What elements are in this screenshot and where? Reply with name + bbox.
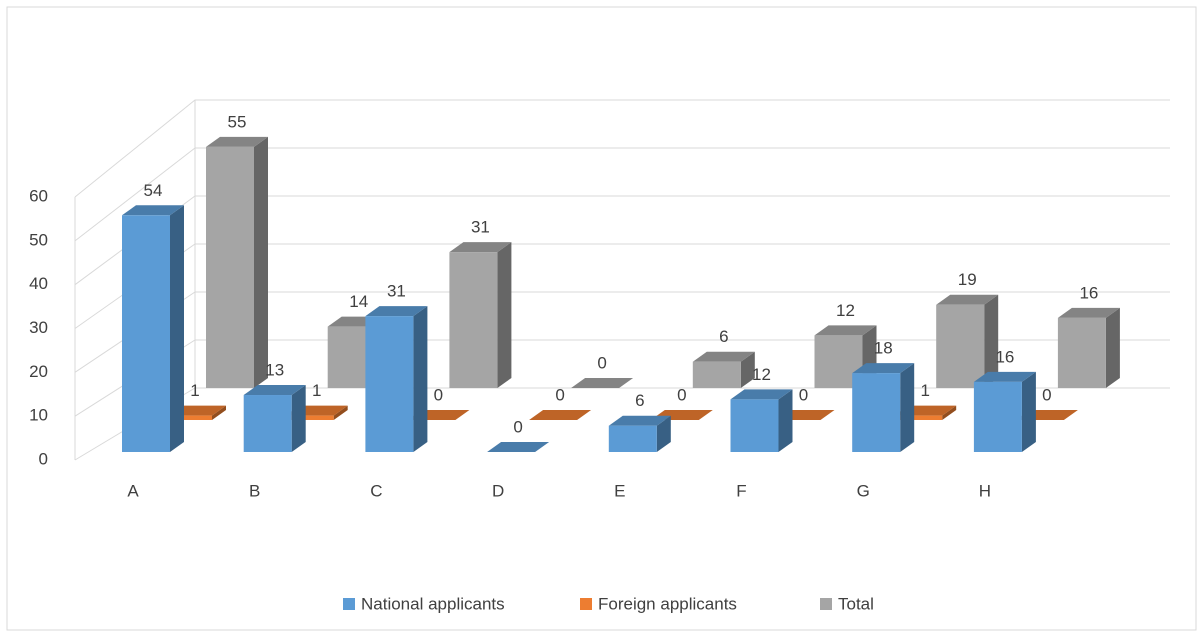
bar: [973, 381, 1022, 452]
bar-side: [413, 306, 428, 452]
data-label: 0: [597, 353, 606, 372]
bar-top: [1057, 307, 1120, 318]
legend-label: National applicants: [361, 594, 505, 613]
bar-side: [254, 136, 268, 388]
data-label: 16: [995, 347, 1014, 366]
data-label: 14: [349, 292, 368, 311]
data-label: 0: [555, 385, 564, 404]
data-label: 19: [958, 270, 977, 289]
bar: [243, 395, 292, 452]
bar: [122, 215, 170, 452]
bar-top: [206, 136, 268, 147]
data-label: 31: [387, 282, 406, 301]
legend-swatch: [820, 598, 832, 610]
bar-top: [608, 415, 671, 426]
data-label: 0: [513, 417, 522, 436]
data-label: 54: [144, 181, 163, 200]
x-tick-label: F: [736, 481, 746, 500]
legend-swatch: [580, 598, 592, 610]
y-tick-label: 0: [39, 449, 48, 468]
data-label: 1: [190, 381, 199, 400]
data-label: 0: [677, 385, 686, 404]
legend-label: Foreign applicants: [598, 594, 737, 613]
grid-line: [74, 99, 1170, 198]
bar-side: [984, 294, 999, 388]
data-label: 13: [265, 361, 284, 380]
y-tick-label: 40: [29, 274, 48, 293]
y-tick-label: 10: [29, 406, 48, 425]
grid-line: [74, 195, 1170, 286]
legend-swatch: [343, 598, 355, 610]
bar-side: [900, 363, 915, 452]
bar-side: [1021, 371, 1036, 452]
y-tick-label: 30: [29, 318, 48, 337]
x-tick-label: C: [370, 481, 382, 500]
bar: [206, 146, 254, 388]
bar: [285, 415, 334, 420]
bar-side: [333, 405, 348, 420]
bar-top: [243, 385, 306, 396]
grid-line: [74, 243, 1170, 329]
bar-side: [778, 389, 793, 452]
data-label: 1: [920, 381, 929, 400]
x-tick-label: E: [614, 481, 625, 500]
data-label: 12: [836, 301, 855, 320]
bar: [894, 415, 943, 420]
data-label: 18: [874, 339, 893, 358]
bar: [365, 316, 414, 452]
bar: [692, 361, 741, 388]
bar: [730, 399, 779, 452]
data-label: 0: [1042, 385, 1051, 404]
bar-top: [730, 389, 793, 400]
x-tick-label: H: [979, 481, 991, 500]
bar-top: [449, 242, 512, 253]
grid-line: [74, 291, 1170, 373]
bar-side: [656, 415, 671, 452]
bar: [164, 415, 212, 420]
bar-top: [852, 363, 915, 374]
bar: [608, 425, 657, 452]
bar-side: [170, 205, 184, 452]
bar-top: [365, 306, 428, 317]
data-label: 12: [752, 365, 771, 384]
data-label: 31: [471, 218, 490, 237]
bar-side: [1105, 307, 1120, 388]
bar: [449, 252, 498, 388]
grid-line: [74, 147, 1170, 242]
bar-top: [529, 410, 592, 420]
bar-top: [571, 378, 634, 388]
y-tick-label: 50: [29, 230, 48, 249]
bar-side: [942, 405, 957, 420]
bar: [936, 304, 985, 388]
bar: [852, 373, 901, 452]
x-tick-label: A: [127, 481, 139, 500]
x-tick-label: G: [857, 481, 870, 500]
bar-top: [973, 371, 1036, 382]
bar-top: [814, 325, 877, 336]
bar: [1057, 317, 1106, 388]
legend-label: Total: [838, 594, 874, 613]
bar-side: [212, 405, 226, 420]
data-label: 0: [434, 385, 443, 404]
data-label: 6: [719, 327, 728, 346]
data-label: 0: [799, 385, 808, 404]
x-tick-label: B: [249, 481, 260, 500]
y-tick-label: 20: [29, 362, 48, 381]
bar-top: [936, 294, 999, 305]
data-label: 6: [635, 391, 644, 410]
data-label: 16: [1079, 283, 1098, 302]
bar-top: [487, 442, 550, 452]
bar-top: [692, 351, 755, 362]
bar-side: [291, 385, 306, 452]
bar-side: [497, 242, 512, 388]
y-tick-label: 60: [29, 186, 48, 205]
x-tick-label: D: [492, 481, 504, 500]
data-label: 55: [228, 112, 247, 131]
bar-top: [122, 205, 184, 216]
bar-side: [740, 351, 755, 388]
data-label: 1: [312, 381, 321, 400]
